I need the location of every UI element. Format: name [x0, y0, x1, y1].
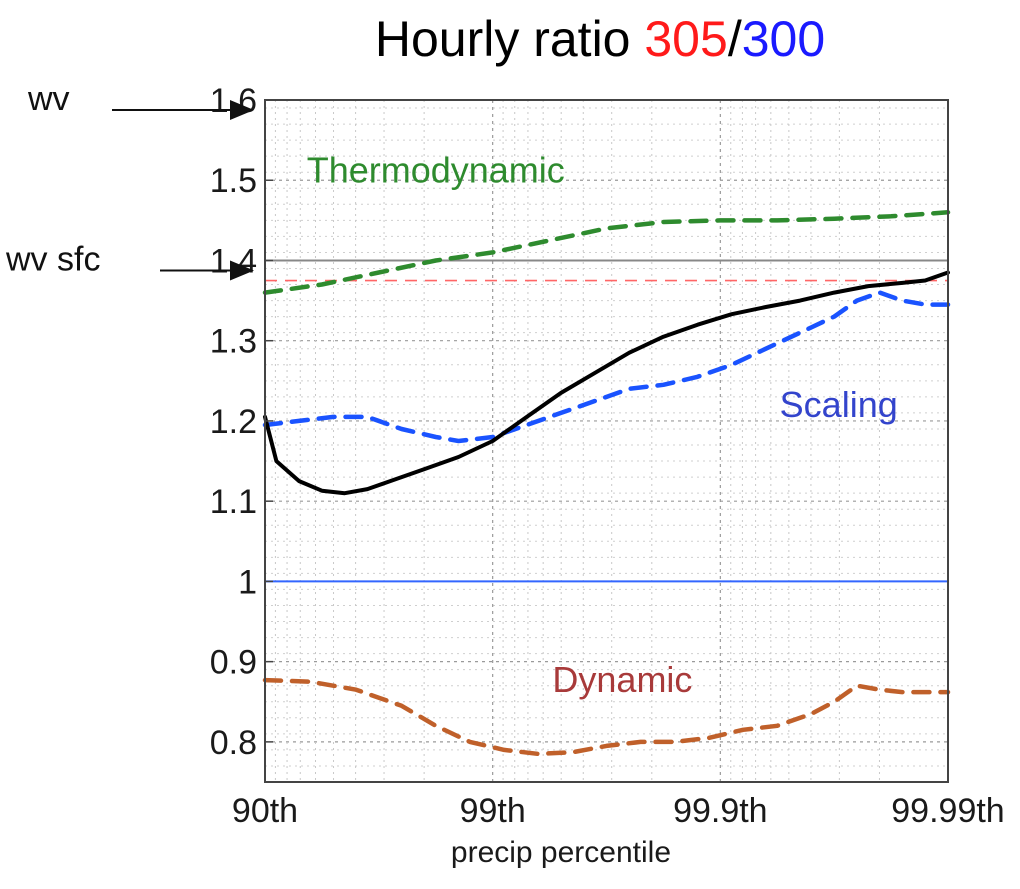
x-tick-label: 99th: [460, 792, 526, 830]
outer-labels: wv wv sfc: [5, 80, 254, 281]
y-tick-label: 0.9: [210, 644, 257, 682]
y-tick-label: 1.2: [210, 403, 257, 441]
y-axis-ticks: 0.8 0.9 1 1.1 1.2 1.3 1.4 1.5 1.6: [210, 82, 273, 762]
title-part-1: 305: [644, 11, 727, 67]
series-line-thermodynamic: [262, 210, 951, 295]
outer-label-wv: wv: [27, 80, 70, 118]
chart-title: Hourly ratio 305/300: [375, 11, 825, 67]
title-part-3: 300: [742, 11, 825, 67]
x-tick-label: 99.99th: [891, 792, 1004, 830]
y-tick-label: 1.1: [210, 483, 257, 521]
x-axis-ticks: 90th 99th 99.9th 99.99th: [232, 792, 1005, 830]
title-part-2: /: [728, 11, 742, 67]
annotation-thermodynamic: Thermodynamic: [307, 150, 565, 191]
series-line-full: [263, 270, 950, 496]
y-tick-label: 0.8: [210, 724, 257, 762]
x-axis-label: precip percentile: [451, 836, 671, 869]
annotation-dynamic: Dynamic: [552, 659, 692, 700]
x-tick-label: 90th: [232, 792, 298, 830]
y-tick-label: 1.4: [210, 242, 257, 280]
y-tick-label: 1: [238, 563, 257, 601]
series-line-scaling: [262, 290, 951, 444]
y-tick-label: 1.3: [210, 323, 257, 361]
y-tick-label: 1.5: [210, 162, 257, 200]
annotation-scaling: Scaling: [780, 384, 898, 425]
series-lines: [262, 210, 951, 757]
plot-frame: [264, 99, 949, 783]
annotations: Thermodynamic Scaling Dynamic: [307, 150, 898, 700]
x-tick-label: 99.9th: [673, 792, 768, 830]
title-part-0: Hourly ratio: [375, 11, 645, 67]
series-line-dynamic: [262, 677, 951, 757]
y-tick-label: 1.6: [210, 82, 257, 120]
outer-label-wv-sfc: wv sfc: [5, 240, 100, 278]
